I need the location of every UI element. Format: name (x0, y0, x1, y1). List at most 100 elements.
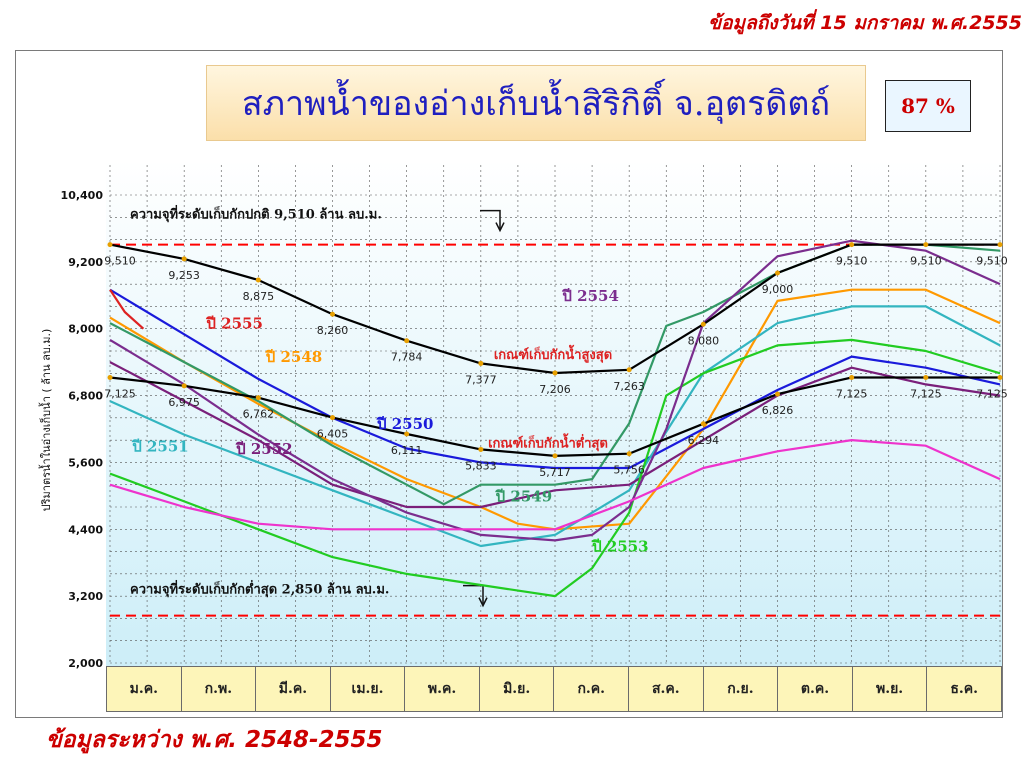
rule-curve-point (255, 395, 261, 401)
y-tick-label: 3,200 (68, 590, 103, 603)
rule-curve-value-label: 7,125 (104, 387, 136, 400)
rule-curve-value-label: 7,125 (910, 387, 942, 400)
series-line (109, 288, 1001, 531)
month-tick-label: ม.ค. (107, 667, 181, 711)
rule-curve-point (923, 242, 929, 248)
percent-box: 87 % (885, 80, 971, 132)
rule-curve-point (700, 421, 706, 427)
rule-curve-value-label: 7,125 (836, 387, 868, 400)
month-tick-label: พ.ค. (404, 667, 479, 711)
series-line (109, 439, 1001, 531)
series-line (109, 289, 145, 330)
rule-curve-point (107, 242, 113, 248)
rule-curve-point (997, 374, 1003, 380)
rule-curve-point (849, 242, 855, 248)
rule-curve-value-label: 6,405 (317, 428, 349, 441)
rule-curve-value-label: 8,260 (317, 324, 349, 337)
rule-curve-value-label: 9,510 (910, 255, 942, 268)
y-tick-label: 9,200 (68, 256, 103, 269)
series-line (109, 239, 1001, 542)
rule-curve-point (404, 338, 410, 344)
rule-curve-value-label: 9,000 (762, 283, 794, 296)
y-tick-label: 10,400 (61, 189, 104, 202)
month-tick-label: ธ.ค. (926, 667, 1001, 711)
series-annotation: ปี 2548 (265, 348, 322, 366)
month-tick-label: ส.ค. (628, 667, 703, 711)
rule-curve-point (181, 256, 187, 262)
rule-curve-point (923, 374, 929, 380)
capacity-arrow-icon (495, 222, 505, 233)
rule-curve-point (849, 374, 855, 380)
month-tick-label: มิ.ย. (478, 667, 554, 711)
month-tick-label: มี.ค. (255, 667, 330, 711)
date-caption: ข้อมูลถึงวันที่ 15 มกราคม พ.ศ.2555 (708, 12, 1022, 34)
y-tick-label: 5,600 (68, 456, 103, 469)
rule-curve-value-label: 8,080 (688, 334, 720, 347)
upper-capacity-label: ความจุที่ระดับเก็บกักปกติ 9,510 ล้าน ลบ.… (130, 205, 382, 223)
month-tick-label: เม.ย. (329, 667, 405, 711)
rule-curve-point (330, 415, 335, 421)
month-tick-label: พ.ย. (851, 667, 927, 711)
month-tick-label: ก.พ. (180, 667, 256, 711)
rule-curve-value-label: 5,756 (613, 464, 645, 477)
rule-curve-value-label: 8,875 (243, 290, 275, 303)
rule-curve-point (552, 453, 558, 459)
y-tick-label: 8,000 (68, 323, 103, 336)
lower-capacity-label: ความจุที่ระดับเก็บกักต่ำสุด 2,850 ล้าน ล… (130, 580, 389, 598)
rule-curve-name: เกณฑ์เก็บกักน้ำต่ำสุด (488, 432, 608, 451)
y-axis-label: ปริมาตรน้ำในอ่างเก็บน้ำ ( ล้าน ลบ.ม.) (38, 329, 53, 512)
capacity-arrow-icon (480, 209, 501, 229)
y-tick-label: 4,400 (68, 523, 103, 536)
month-tick-label: ก.ย. (702, 667, 778, 711)
rule-curve-value-label: 7,263 (613, 380, 645, 393)
month-tick-label: ต.ค. (777, 667, 852, 711)
rule-curve-point (404, 431, 410, 437)
rule-curve-value-label: 7,206 (539, 383, 571, 396)
range-caption: ข้อมูลระหว่าง พ.ศ. 2548-2555 (46, 727, 383, 753)
rule-curve-value-label: 9,510 (104, 255, 136, 268)
rule-curve-value-label: 9,253 (168, 269, 200, 282)
rule-curve-point (775, 270, 780, 276)
rule-curve-point (552, 370, 558, 376)
rule-curve-value-label: 7,125 (976, 387, 1008, 400)
rule-curve-point (700, 321, 706, 327)
month-tick-label: ก.ค. (553, 667, 629, 711)
rule-curve-value-label: 9,510 (836, 255, 868, 268)
rule-curve-point (107, 374, 113, 380)
series-line (109, 338, 1001, 598)
month-axis: ม.ค. ก.พ. มี.ค. เม.ย. พ.ค. มิ.ย. ก.ค. ส.ค. ก.ย. ต… (106, 666, 1002, 712)
rule-curve-point (330, 311, 335, 317)
rule-curve-point (997, 242, 1003, 248)
rule-curve-point (478, 360, 484, 366)
y-tick-label: 6,800 (68, 390, 103, 403)
rule-curve-value-label: 6,111 (391, 444, 423, 457)
rule-curve-value-label: 6,826 (762, 404, 794, 417)
rule-curve-name: เกณฑ์เก็บกักน้ำสูงสุด (494, 344, 612, 363)
rule-curve-value-label: 7,377 (465, 373, 497, 386)
series-annotation: ปี 2554 (561, 287, 618, 305)
chart-title: สภาพน้ำของอ่างเก็บน้ำสิริกิติ์ จ.อุตรดิต… (206, 65, 866, 141)
series-annotation: ปี 2553 (591, 538, 648, 556)
rule-curve-point (626, 367, 632, 373)
rule-curve-point (478, 446, 484, 452)
rule-curve-value-label: 7,784 (391, 351, 423, 364)
rule-curve-value-label: 6,294 (688, 434, 720, 447)
y-tick-label: 2,000 (68, 657, 103, 670)
rule-curve-point (626, 451, 632, 457)
series-line (109, 305, 1001, 548)
rule-curve-point (255, 277, 261, 283)
series-annotation: ปี 2550 (376, 415, 433, 433)
series-line (109, 288, 1001, 470)
capacity-arrow-icon (478, 597, 488, 608)
rule-curve-value-label: 5,833 (465, 459, 497, 472)
series-line (109, 361, 1001, 509)
series-annotation: ปี 2551 (131, 437, 188, 455)
rule-curve-value-label: 5,717 (539, 466, 571, 479)
rule-curve-value-label: 9,510 (976, 255, 1008, 268)
rule-curve-point (181, 383, 187, 389)
rule-curve-value-label: 6,975 (168, 396, 200, 409)
series-annotation: ปี 2549 (495, 487, 552, 505)
series-annotation: ปี 2552 (235, 440, 292, 458)
series-annotation: ปี 2555 (205, 315, 262, 333)
